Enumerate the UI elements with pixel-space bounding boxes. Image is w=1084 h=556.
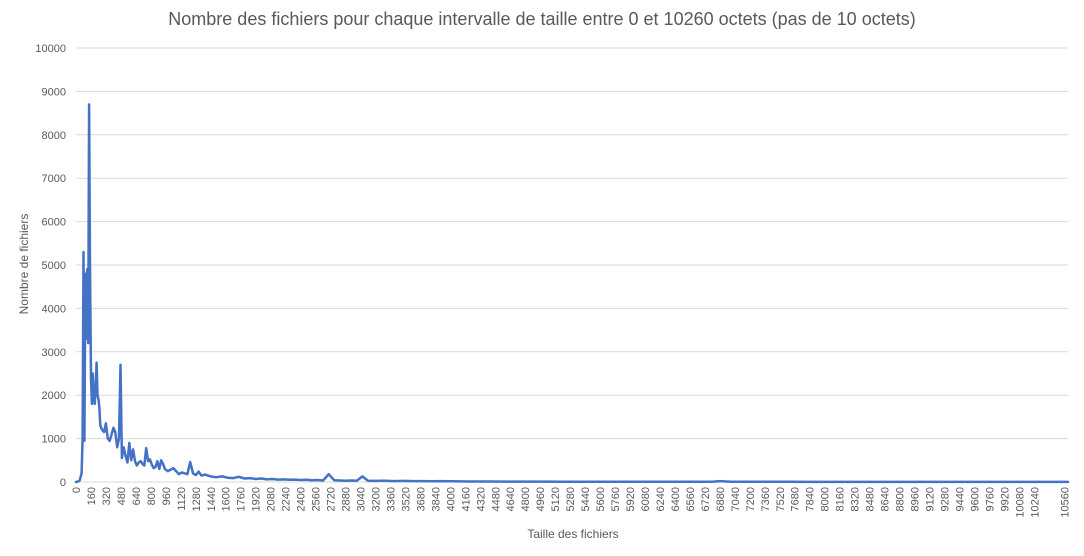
x-tick-label: 3040 [355, 487, 367, 511]
x-tick-label: 3360 [385, 487, 397, 511]
x-tick-label: 7520 [775, 487, 787, 511]
x-tick-label: 4800 [520, 487, 532, 511]
x-tick-label: 5760 [610, 487, 622, 511]
y-tick-label: 5000 [42, 260, 66, 272]
x-tick-label: 6080 [640, 487, 652, 511]
x-tick-label: 5120 [550, 487, 562, 511]
y-tick-label: 8000 [42, 130, 66, 142]
x-tick-label: 1440 [206, 487, 218, 511]
x-tick-label: 2400 [296, 487, 308, 511]
x-tick-label: 2560 [311, 487, 323, 511]
x-tick-label: 3520 [400, 487, 412, 511]
x-tick-label: 8960 [910, 487, 922, 511]
x-tick-label: 8480 [865, 487, 877, 511]
x-tick-label: 5280 [565, 487, 577, 511]
x-tick-label: 5920 [625, 487, 637, 511]
x-tick-label: 9920 [999, 487, 1011, 511]
x-tick-label: 960 [161, 487, 173, 505]
x-tick-label: 6240 [655, 487, 667, 511]
x-tick-label: 1920 [251, 487, 263, 511]
x-tick-label: 4480 [490, 487, 502, 511]
x-tick-label: 0 [71, 487, 83, 493]
x-tick-label: 8320 [850, 487, 862, 511]
x-axis-label: Taille des fichiers [527, 527, 619, 541]
x-tick-label: 6400 [670, 487, 682, 511]
x-tick-label: 640 [131, 487, 143, 505]
x-tick-label: 6720 [700, 487, 712, 511]
x-tick-label: 2080 [266, 487, 278, 511]
y-tick-label: 0 [60, 477, 66, 489]
x-tick-label: 3200 [370, 487, 382, 511]
x-tick-label: 7200 [745, 487, 757, 511]
x-tick-label: 2720 [326, 487, 338, 511]
x-tick-label: 9600 [969, 487, 981, 511]
x-tick-label: 160 [86, 487, 98, 505]
x-tick-label: 800 [146, 487, 158, 505]
x-tick-label: 480 [116, 487, 128, 505]
x-tick-label: 2880 [341, 487, 353, 511]
y-tick-label: 6000 [42, 217, 66, 229]
x-tick-label: 2240 [281, 487, 293, 511]
x-tick-label: 4640 [505, 487, 517, 511]
x-tick-label: 7840 [805, 487, 817, 511]
x-tick-label: 6880 [715, 487, 727, 511]
x-tick-label: 10240 [1029, 487, 1041, 518]
y-tick-label: 1000 [42, 434, 66, 446]
x-tick-label: 1280 [191, 487, 203, 511]
x-tick-label: 9120 [924, 487, 936, 511]
x-tick-label: 4320 [475, 487, 487, 511]
chart-title: Nombre des fichiers pour chaque interval… [168, 9, 916, 29]
x-tick-label: 320 [101, 487, 113, 505]
x-tick-label: 7040 [730, 487, 742, 511]
x-tick-label: 9760 [984, 487, 996, 511]
series-line [74, 103, 1070, 484]
x-tick-label: 7360 [760, 487, 772, 511]
x-tick-label: 4160 [460, 487, 472, 511]
x-tick-label: 9440 [954, 487, 966, 511]
y-tick-label: 3000 [42, 347, 66, 359]
x-tick-label: 4000 [445, 487, 457, 511]
x-tick-label: 8800 [895, 487, 907, 511]
x-tick-label: 8000 [820, 487, 832, 511]
y-tick-label: 9000 [42, 86, 66, 98]
x-tick-label: 3840 [430, 487, 442, 511]
x-tick-label: 1760 [236, 487, 248, 511]
x-tick-label: 9280 [939, 487, 951, 511]
x-tick-label: 8160 [835, 487, 847, 511]
x-tick-label: 4960 [535, 487, 547, 511]
x-tick-label: 5600 [595, 487, 607, 511]
x-tick-label: 10560 [1059, 487, 1071, 518]
x-tick-label: 7680 [790, 487, 802, 511]
y-tick-label: 4000 [42, 303, 66, 315]
y-tick-label: 2000 [42, 390, 66, 402]
x-tick-label: 6560 [685, 487, 697, 511]
x-tick-label: 1600 [221, 487, 233, 511]
x-tick-label: 8640 [880, 487, 892, 511]
y-tick-label: 7000 [42, 173, 66, 185]
x-tick-label: 3680 [415, 487, 427, 511]
x-tick-label: 10080 [1014, 487, 1026, 518]
x-tick-label: 5440 [580, 487, 592, 511]
y-tick-label: 10000 [35, 43, 66, 55]
x-tick-label: 1120 [176, 487, 188, 511]
